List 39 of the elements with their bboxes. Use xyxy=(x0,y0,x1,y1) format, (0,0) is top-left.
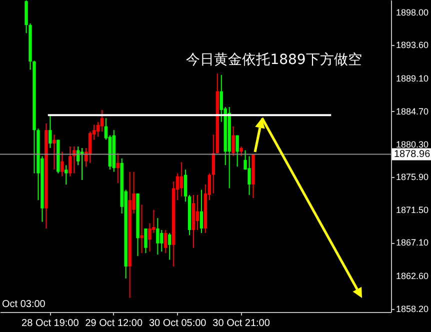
y-tick-label: 1862.60 xyxy=(396,271,429,282)
annotation: 今日黄金依托1889下方做空 xyxy=(186,52,362,68)
candlestick xyxy=(64,164,68,186)
x-tick-label: 29 Oct 12:00 xyxy=(85,318,143,329)
y-tick-label: 1893.60 xyxy=(396,40,429,50)
candlestick xyxy=(180,162,184,197)
candlestick xyxy=(68,146,72,177)
y-tick-label: 1889.10 xyxy=(396,74,429,84)
x-tick-label: 28 Oct 19:00 xyxy=(22,318,80,329)
candlestick xyxy=(168,232,172,260)
candlestick xyxy=(248,156,251,196)
candlestick xyxy=(212,134,216,194)
y-tick-label: 1858.20 xyxy=(396,304,429,314)
y-tick-label: 1871.50 xyxy=(396,204,429,215)
y-tick-label: 1884.70 xyxy=(396,106,429,116)
candlestick xyxy=(240,146,243,157)
candlestick xyxy=(116,152,120,184)
x-tick-label: 30 Oct 21:00 xyxy=(212,318,270,329)
ref-line-label: 1878.96 xyxy=(394,149,431,160)
candlestick xyxy=(236,134,239,168)
candlestick xyxy=(196,194,200,230)
candlestick xyxy=(232,126,235,157)
y-tick-label: 1875.90 xyxy=(396,172,429,182)
x-tick-label: 30 Oct 05:00 xyxy=(148,318,207,329)
candlestick xyxy=(164,229,168,254)
candlestick xyxy=(156,218,160,256)
y-tick-label: 1880.30 xyxy=(396,139,429,150)
candlestick xyxy=(48,114,52,148)
annotation: Oct 03:00 xyxy=(2,299,46,310)
y-tick-label: 1898.00 xyxy=(396,7,429,18)
candlestick xyxy=(160,229,164,252)
candlestick xyxy=(144,228,148,254)
candlestick xyxy=(100,109,104,132)
candlestick xyxy=(200,189,204,234)
candlestick xyxy=(140,204,144,254)
candlestick xyxy=(184,169,188,202)
candlestick xyxy=(96,121,100,138)
y-tick-label: 1867.10 xyxy=(396,238,429,248)
candlestick xyxy=(60,151,64,177)
